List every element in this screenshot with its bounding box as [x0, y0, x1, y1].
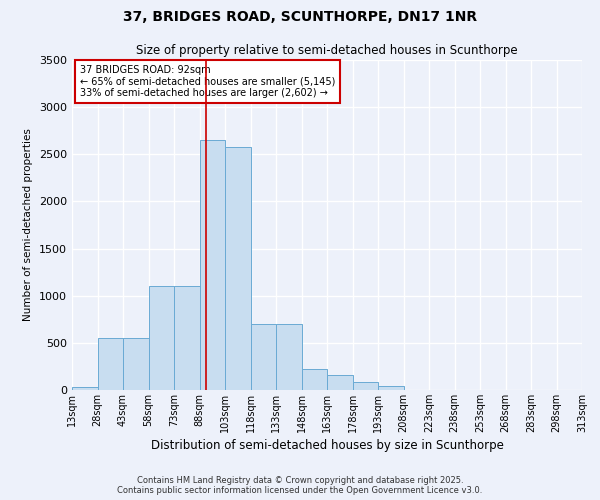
- Bar: [97, 338, 123, 390]
- X-axis label: Distribution of semi-detached houses by size in Scunthorpe: Distribution of semi-detached houses by …: [151, 439, 503, 452]
- Text: 37 BRIDGES ROAD: 92sqm
← 65% of semi-detached houses are smaller (5,145)
33% of : 37 BRIDGES ROAD: 92sqm ← 65% of semi-det…: [80, 65, 335, 98]
- Bar: [149, 286, 174, 390]
- Bar: [72, 387, 97, 390]
- Text: 37, BRIDGES ROAD, SCUNTHORPE, DN17 1NR: 37, BRIDGES ROAD, SCUNTHORPE, DN17 1NR: [123, 10, 477, 24]
- Bar: [174, 286, 199, 390]
- Text: Contains HM Land Registry data © Crown copyright and database right 2025.
Contai: Contains HM Land Registry data © Crown c…: [118, 476, 482, 495]
- Bar: [251, 324, 276, 390]
- Y-axis label: Number of semi-detached properties: Number of semi-detached properties: [23, 128, 34, 322]
- Bar: [327, 375, 353, 390]
- Bar: [200, 140, 225, 390]
- Bar: [353, 382, 378, 390]
- Bar: [302, 370, 327, 390]
- Bar: [225, 146, 251, 390]
- Bar: [123, 338, 149, 390]
- Title: Size of property relative to semi-detached houses in Scunthorpe: Size of property relative to semi-detach…: [136, 44, 518, 58]
- Bar: [378, 386, 404, 390]
- Bar: [276, 324, 302, 390]
